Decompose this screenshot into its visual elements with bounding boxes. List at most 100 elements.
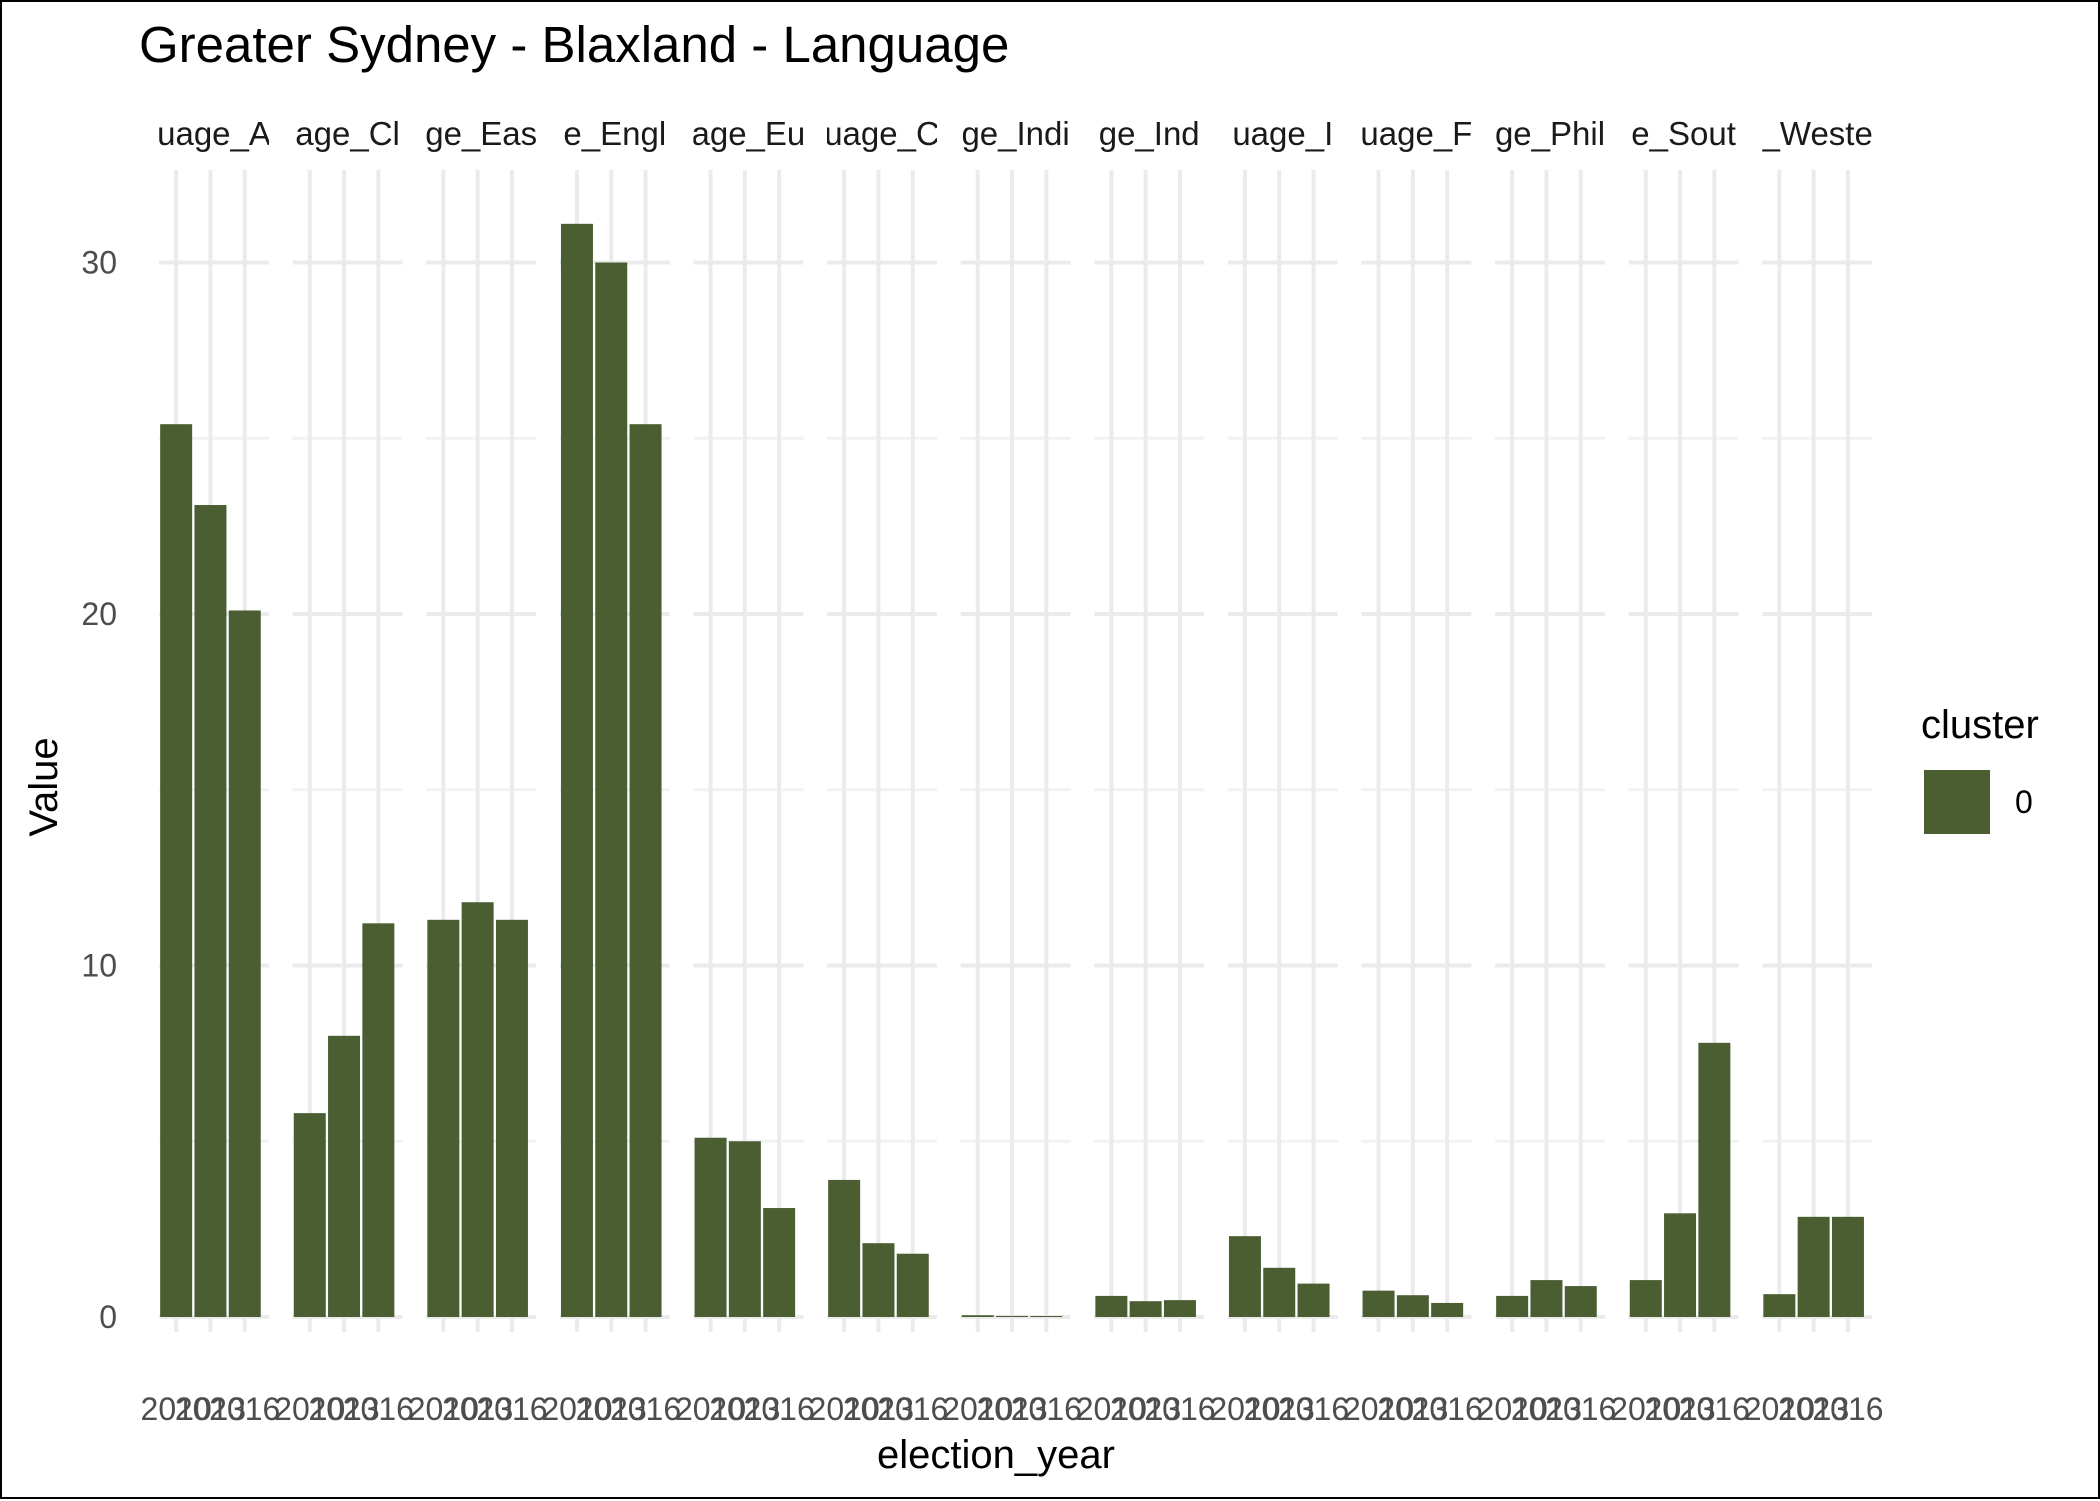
facet-strip-label: e_Sout bbox=[1631, 115, 1736, 152]
facet-strip-labels: uage_A age_Cl ge_Eas e_Engl age_Eu uage_C ge_I… bbox=[157, 115, 1873, 152]
bar-11-2010 bbox=[1496, 1295, 1529, 1317]
x-tick-label: 2013 bbox=[1110, 1391, 1181, 1427]
x-tick-label: 2016 bbox=[209, 1391, 280, 1427]
bar-1-2013 bbox=[194, 505, 227, 1317]
bar-8-2016 bbox=[1163, 1300, 1196, 1317]
legend-key-0 bbox=[1924, 770, 1990, 834]
bar-13-2010 bbox=[1763, 1294, 1796, 1317]
bar-8-2010 bbox=[1095, 1295, 1128, 1317]
bar-6-2010 bbox=[828, 1179, 861, 1317]
x-tick-label: 2013 bbox=[1377, 1391, 1448, 1427]
bars bbox=[160, 223, 1864, 1318]
bar-12-2013 bbox=[1664, 1213, 1697, 1317]
legend-label-0: 0 bbox=[2015, 784, 2033, 820]
x-axis-ticks: 2010201320162010201320162010201320162010… bbox=[141, 1391, 1884, 1427]
bar-12-2010 bbox=[1629, 1280, 1662, 1317]
bar-13-2013 bbox=[1797, 1216, 1830, 1317]
bar-3-2016 bbox=[495, 919, 528, 1317]
bar-4-2016 bbox=[629, 424, 662, 1317]
x-tick-label: 2010 bbox=[1209, 1391, 1280, 1427]
bar-1-2016 bbox=[228, 610, 261, 1317]
bar-9-2010 bbox=[1228, 1236, 1261, 1317]
bar-4-2010 bbox=[560, 223, 593, 1318]
bar-12-2016 bbox=[1698, 1042, 1731, 1317]
x-tick-label: 2010 bbox=[541, 1391, 612, 1427]
facet-strip-label: age_Cl bbox=[295, 115, 400, 152]
bar-2-2013 bbox=[328, 1035, 361, 1317]
x-tick-label: 2013 bbox=[1511, 1391, 1582, 1427]
facet-strip-label: uage_C bbox=[824, 115, 940, 152]
bar-3-2010 bbox=[427, 919, 460, 1317]
x-tick-label: 2016 bbox=[877, 1391, 948, 1427]
bar-9-2013 bbox=[1263, 1267, 1296, 1317]
x-tick-label: 2010 bbox=[141, 1391, 212, 1427]
bar-2-2010 bbox=[293, 1113, 326, 1317]
y-tick-label: 20 bbox=[81, 596, 117, 632]
x-tick-label: 2013 bbox=[1244, 1391, 1315, 1427]
x-tick-label: 2010 bbox=[1477, 1391, 1548, 1427]
bar-9-2016 bbox=[1297, 1283, 1330, 1317]
bar-3-2013 bbox=[461, 902, 494, 1317]
bar-7-2016 bbox=[1030, 1316, 1063, 1317]
bar-8-2013 bbox=[1129, 1301, 1162, 1317]
facet-strip-label: e_Engl bbox=[563, 115, 666, 152]
x-tick-label: 2013 bbox=[1644, 1391, 1715, 1427]
facet-strip-label: uage_A bbox=[157, 115, 271, 152]
x-tick-label: 2013 bbox=[442, 1391, 513, 1427]
x-tick-label: 2016 bbox=[1545, 1391, 1616, 1427]
facet-strip-label: uage_I bbox=[1232, 115, 1333, 152]
x-tick-label: 2010 bbox=[675, 1391, 746, 1427]
chart-title: Greater Sydney - Blaxland - Language bbox=[139, 16, 1009, 73]
bar-7-2010 bbox=[961, 1315, 994, 1317]
x-tick-label: 2016 bbox=[1144, 1391, 1215, 1427]
bar-10-2016 bbox=[1431, 1302, 1464, 1317]
bar-6-2013 bbox=[862, 1243, 895, 1317]
facet-strip-label: ge_Ind bbox=[1099, 115, 1200, 152]
x-tick-label: 2013 bbox=[709, 1391, 780, 1427]
x-tick-label: 2013 bbox=[843, 1391, 914, 1427]
facet-strip-label: ge_Phil bbox=[1495, 115, 1605, 152]
bar-5-2010 bbox=[694, 1137, 727, 1317]
y-tick-label: 10 bbox=[81, 948, 117, 984]
bar-11-2016 bbox=[1564, 1286, 1597, 1317]
x-tick-label: 2016 bbox=[1011, 1391, 1082, 1427]
legend-title: cluster bbox=[1921, 703, 2039, 747]
facet-strip-label: age_Eu bbox=[692, 115, 806, 152]
facet-strip-label: ge_Indi bbox=[961, 115, 1069, 152]
x-axis-title: election_year bbox=[877, 1433, 1115, 1477]
x-tick-label: 2013 bbox=[1778, 1391, 1849, 1427]
bar-7-2013 bbox=[996, 1315, 1029, 1317]
bar-1-2010 bbox=[160, 424, 193, 1317]
x-tick-label: 2010 bbox=[1076, 1391, 1147, 1427]
x-tick-label: 2010 bbox=[942, 1391, 1013, 1427]
facet-strip-label: uage_F bbox=[1360, 115, 1472, 152]
x-tick-label: 2013 bbox=[976, 1391, 1047, 1427]
x-tick-label: 2010 bbox=[408, 1391, 479, 1427]
x-tick-label: 2016 bbox=[1812, 1391, 1883, 1427]
x-tick-label: 2016 bbox=[1278, 1391, 1349, 1427]
x-tick-label: 2010 bbox=[274, 1391, 345, 1427]
x-tick-label: 2016 bbox=[610, 1391, 681, 1427]
x-tick-label: 2010 bbox=[809, 1391, 880, 1427]
x-tick-label: 2013 bbox=[175, 1391, 246, 1427]
facet-strip-label: _Weste bbox=[1761, 115, 1873, 152]
y-tick-label: 0 bbox=[99, 1299, 117, 1335]
grid-lines bbox=[159, 170, 1873, 1332]
x-tick-label: 2016 bbox=[744, 1391, 815, 1427]
bar-10-2013 bbox=[1396, 1295, 1429, 1317]
x-tick-label: 2013 bbox=[576, 1391, 647, 1427]
x-tick-label: 2010 bbox=[1343, 1391, 1414, 1427]
x-tick-label: 2016 bbox=[476, 1391, 547, 1427]
bar-10-2010 bbox=[1362, 1290, 1395, 1317]
y-axis-title: Value bbox=[22, 737, 66, 836]
y-tick-label: 30 bbox=[81, 245, 117, 281]
bar-5-2016 bbox=[763, 1208, 796, 1317]
x-tick-label: 2010 bbox=[1744, 1391, 1815, 1427]
x-tick-label: 2016 bbox=[1412, 1391, 1483, 1427]
x-tick-label: 2013 bbox=[308, 1391, 379, 1427]
bar-11-2013 bbox=[1530, 1280, 1563, 1317]
y-axis-ticks: 0 10 20 30 bbox=[81, 245, 117, 1336]
facet-strip-label: ge_Eas bbox=[425, 115, 537, 152]
